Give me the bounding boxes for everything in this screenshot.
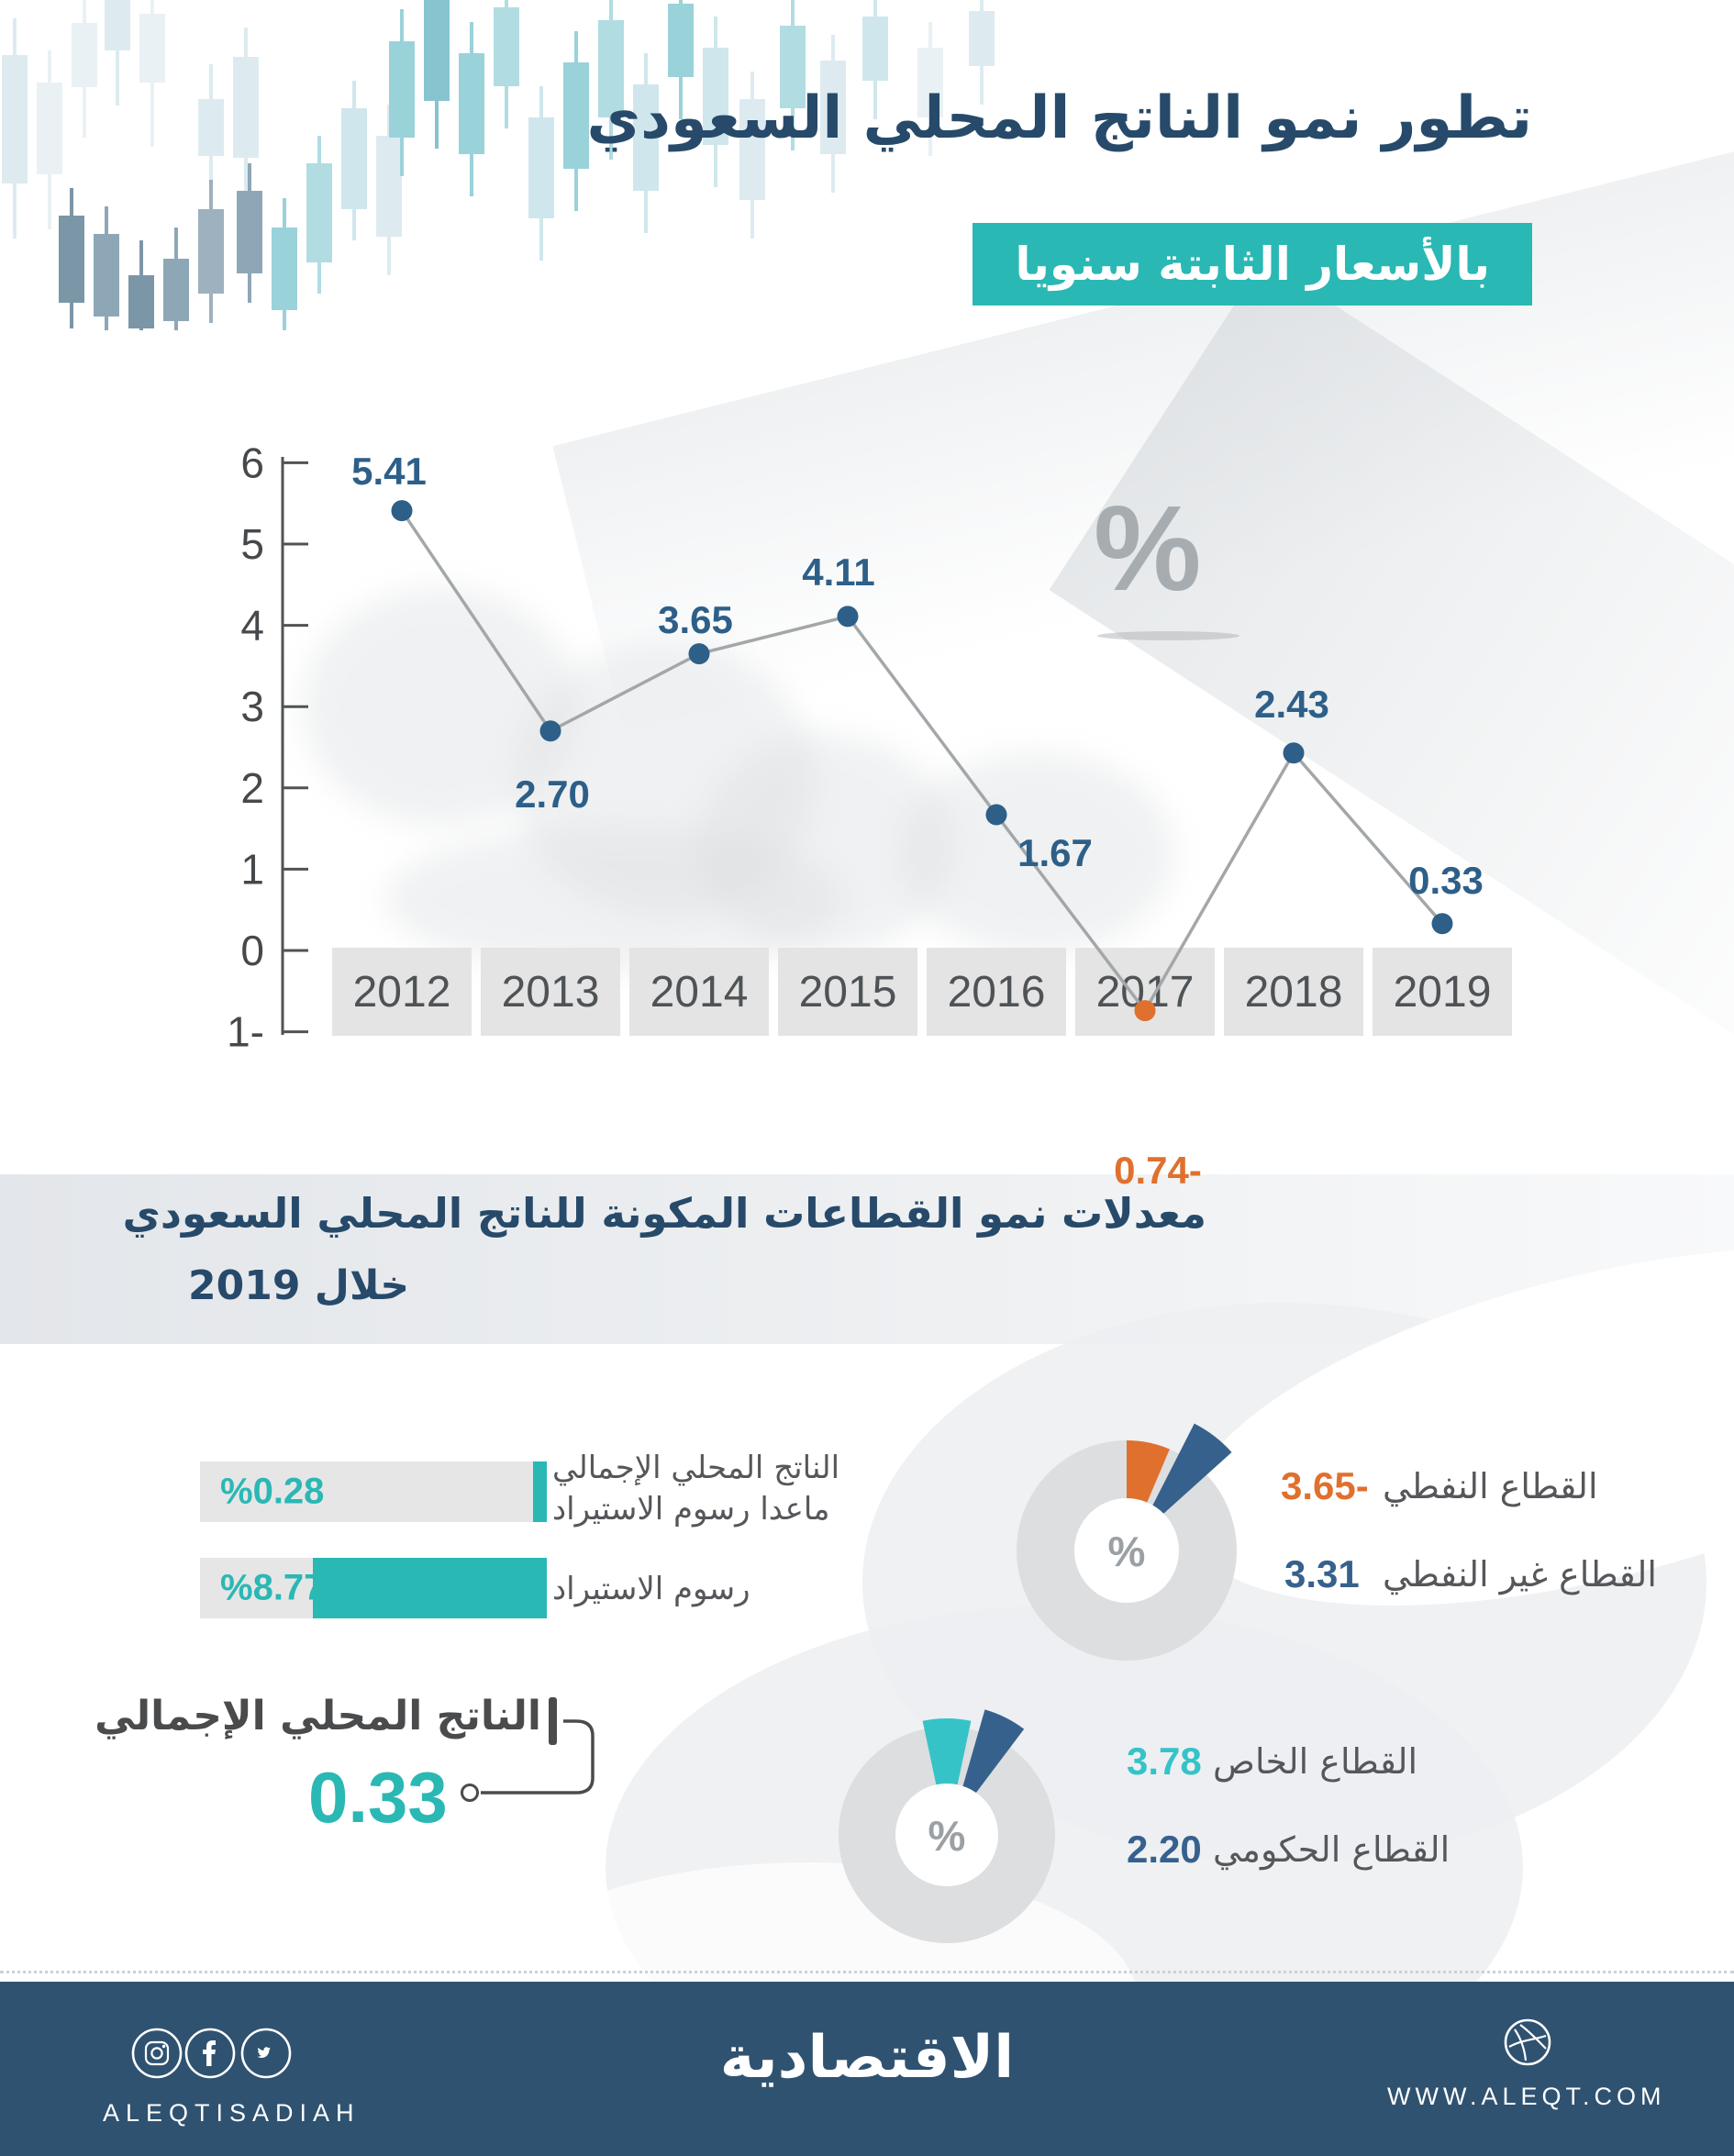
donut-oil-center-label: %: [1107, 1528, 1146, 1575]
callout-connector: [461, 1719, 595, 1802]
bar-fill-import-duties: [313, 1558, 547, 1618]
percent-watermark: %: [1094, 481, 1202, 616]
svg-text:0: 0: [240, 927, 264, 974]
non-oil-sector-value: 3.31: [1284, 1552, 1360, 1595]
gdp-callout-value: 0.33: [308, 1757, 448, 1838]
gdp-callout-label: الناتج المحلي الإجمالي: [94, 1693, 541, 1739]
oil-sector-value: 3.65-: [1281, 1464, 1369, 1507]
gdp-callout-tick: [549, 1697, 557, 1745]
percent-watermark-shadow: [1097, 631, 1239, 640]
svg-text:2012: 2012: [353, 968, 451, 1017]
svg-text:2015: 2015: [799, 968, 897, 1017]
svg-text:2.70: 2.70: [515, 772, 590, 816]
social-icons: [131, 2028, 292, 2079]
bar-label-import-duties: رسوم الاستيراد: [552, 1571, 750, 1607]
svg-text:3.65: 3.65: [658, 598, 733, 641]
svg-text:2013: 2013: [502, 968, 600, 1017]
bar-gdp-ex-import: %0.28: [200, 1461, 547, 1522]
candlestick-decoration: [2, 0, 995, 330]
subtitle-badge: بالأسعار الثابتة سنويا: [973, 223, 1532, 306]
footer-website: WWW.ALEQT.COM: [1387, 2083, 1666, 2110]
donut-sector-center-label: %: [928, 1812, 966, 1860]
government-sector-label: القطاع الحكومي: [1213, 1829, 1451, 1870]
svg-text:2: 2: [240, 764, 264, 812]
bar-value-import-duties: %8.77: [220, 1567, 325, 1608]
twitter-icon: [240, 2028, 292, 2079]
svg-text:5: 5: [240, 520, 264, 568]
bar-fill-gdp-ex-import: [532, 1461, 547, 1522]
svg-text:2014: 2014: [650, 968, 749, 1017]
footer-bar: [0, 1982, 1734, 2156]
background-coins-blob: [697, 734, 954, 954]
private-sector-value: 3.78: [1127, 1739, 1202, 1783]
svg-text:0.33: 0.33: [1408, 859, 1484, 902]
bar-label-gdp-ex-import: الناتج المحلي الإجمالي ماعدا رسوم الاستي…: [552, 1450, 840, 1528]
svg-text:3: 3: [240, 683, 264, 730]
private-sector-label: القطاع الخاص: [1213, 1741, 1418, 1782]
footer-social-handle: ALEQTISADIAH: [103, 2099, 361, 2127]
svg-text:1.67: 1.67: [1017, 831, 1093, 874]
donut-oil-chart: [1017, 1423, 1237, 1661]
page-title: تطور نمو الناتج المحلي السعودي: [586, 84, 1532, 152]
svg-text:4: 4: [240, 602, 264, 650]
government-sector-value: 2.20: [1127, 1828, 1202, 1871]
svg-text:1-: 1-: [227, 1008, 264, 1056]
non-oil-sector-label: القطاع غير النفطي: [1383, 1554, 1657, 1595]
svg-text:0.74-: 0.74-: [1114, 1149, 1202, 1192]
footer-dashed-separator: [0, 1971, 1734, 1973]
svg-text:5.41: 5.41: [351, 450, 427, 493]
donut-sector-chart: [839, 1709, 1055, 1943]
gdp-line-chart: 2012 2013 2014 2015 2016 2017 2018 201965432101…: [227, 439, 1512, 1192]
aleqtisadiah-logo: الاقتصادية: [719, 2024, 1015, 2092]
oil-sector-label: القطاع النفطي: [1383, 1466, 1598, 1506]
bar-value-gdp-ex-import: %0.28: [220, 1471, 325, 1512]
svg-text:1: 1: [240, 845, 264, 893]
globe-icon: [1504, 2018, 1551, 2066]
instagram-icon: [131, 2028, 183, 2079]
background-coins-blob: [899, 752, 1174, 954]
facebook-icon: [184, 2028, 236, 2079]
section2-title-line1: معدلات نمو القطاعات المكونة للناتج المحل…: [122, 1189, 1206, 1238]
svg-text:2019: 2019: [1394, 968, 1492, 1017]
svg-text:2018: 2018: [1245, 968, 1343, 1017]
svg-text:2.43: 2.43: [1254, 683, 1329, 726]
svg-text:2016: 2016: [948, 968, 1046, 1017]
section2-title-line2: خلال 2019: [188, 1262, 410, 1309]
svg-text:6: 6: [240, 439, 264, 486]
background-coins-blob: [514, 642, 817, 917]
svg-text:4.11: 4.11: [802, 550, 874, 594]
bar-import-duties: %8.77: [200, 1558, 547, 1618]
